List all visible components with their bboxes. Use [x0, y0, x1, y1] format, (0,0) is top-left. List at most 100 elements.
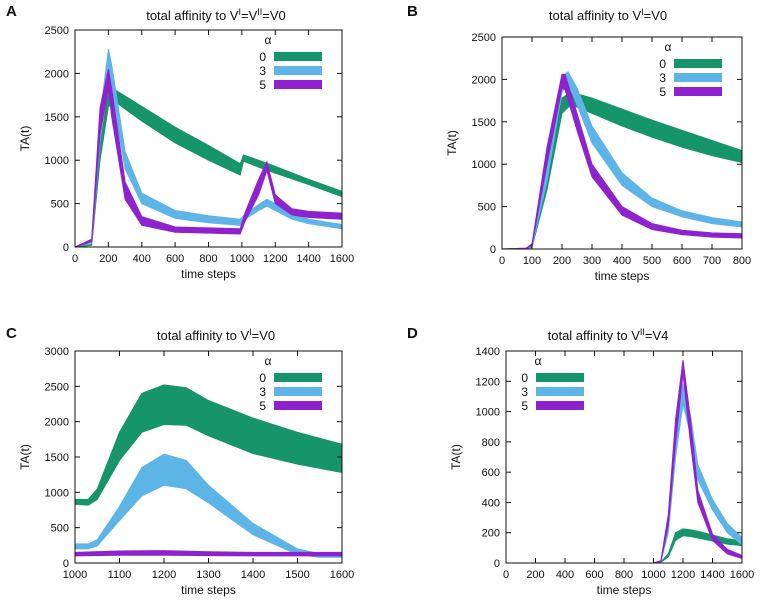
x-tick-label: 1000	[63, 569, 87, 581]
x-tick-label: 500	[643, 255, 661, 267]
y-axis-label: TA(t)	[445, 130, 459, 156]
x-tick-label: 1400	[296, 253, 320, 265]
x-tick-label: 800	[199, 253, 217, 265]
series-band-alpha-0	[501, 91, 743, 250]
y-tick-label: 2000	[45, 417, 69, 429]
legend-swatch-alpha-5	[536, 401, 584, 410]
x-tick-label: 1400	[700, 569, 724, 581]
x-tick-label: 200	[526, 569, 544, 581]
legend-label-alpha-3: 3	[521, 385, 528, 399]
x-tick-label: 1500	[285, 569, 309, 581]
series-band-alpha-3	[74, 453, 343, 558]
legend: α 035	[259, 33, 322, 92]
x-tick-label: 400	[133, 253, 151, 265]
x-tick-label: 1000	[641, 569, 665, 581]
legend-label-alpha-5: 5	[659, 85, 666, 99]
x-tick-label: 0	[499, 255, 505, 267]
legend-swatch-alpha-0	[274, 373, 322, 382]
panel-letter: A	[6, 3, 17, 20]
legend-swatch-alpha-3	[274, 387, 322, 396]
x-tick-label: 600	[166, 253, 184, 265]
y-axis-label: TA(t)	[449, 444, 463, 470]
x-tick-label: 200	[553, 255, 571, 267]
y-tick-label: 2000	[472, 74, 496, 86]
y-tick-label: 1500	[45, 452, 69, 464]
x-tick-label: 0	[503, 569, 509, 581]
x-tick-label: 800	[615, 569, 633, 581]
legend-swatch-alpha-0	[274, 52, 322, 61]
y-axis-label: TA(t)	[18, 444, 32, 470]
x-tick-label: 1400	[241, 569, 265, 581]
y-tick-label: 200	[482, 528, 500, 540]
y-tick-label: 2500	[472, 32, 496, 44]
y-tick-label: 0	[494, 558, 500, 570]
y-tick-label: 1400	[476, 346, 500, 358]
panel-letter: D	[407, 325, 418, 342]
legend-title: α	[535, 354, 542, 368]
legend-swatch-alpha-3	[274, 66, 322, 75]
x-tick-label: 600	[673, 255, 691, 267]
x-tick-label: 1200	[671, 569, 695, 581]
y-tick-label: 2500	[45, 25, 69, 37]
x-tick-label: 1200	[263, 253, 287, 265]
x-axis-label: time steps	[597, 583, 652, 597]
legend-swatch-alpha-0	[674, 59, 722, 68]
y-tick-label: 0	[63, 242, 69, 254]
legend-swatch-alpha-5	[274, 401, 322, 410]
panel-letter: B	[407, 3, 418, 20]
x-tick-label: 0	[72, 253, 78, 265]
legend-title: α	[265, 354, 272, 368]
y-tick-label: 0	[490, 244, 496, 256]
y-tick-label: 2000	[45, 68, 69, 80]
y-tick-label: 3000	[45, 346, 69, 358]
y-tick-label: 500	[51, 523, 69, 535]
legend-label-alpha-3: 3	[259, 64, 266, 78]
y-tick-label: 1000	[45, 487, 69, 499]
x-tick-label: 100	[523, 255, 541, 267]
x-tick-label: 1000	[230, 253, 254, 265]
legend-label-alpha-5: 5	[259, 78, 266, 92]
y-tick-label: 1000	[45, 155, 69, 167]
x-tick-label: 1600	[730, 569, 754, 581]
y-tick-label: 1500	[472, 117, 496, 129]
x-tick-label: 1300	[196, 569, 220, 581]
legend-swatch-alpha-5	[674, 87, 722, 96]
legend-label-alpha-5: 5	[521, 399, 528, 413]
legend-label-alpha-3: 3	[259, 385, 266, 399]
series-band-alpha-3	[501, 71, 743, 250]
y-tick-label: 1200	[476, 376, 500, 388]
legend-title: α	[265, 33, 272, 47]
x-tick-label: 200	[99, 253, 117, 265]
y-tick-label: 1500	[45, 112, 69, 124]
y-tick-label: 400	[482, 497, 500, 509]
legend-title: α	[665, 40, 672, 54]
legend-label-alpha-0: 0	[659, 57, 666, 71]
x-axis-label: time steps	[181, 583, 236, 597]
x-tick-label: 600	[585, 569, 603, 581]
y-tick-label: 1000	[472, 159, 496, 171]
x-tick-label: 1100	[108, 569, 132, 581]
legend-label-alpha-0: 0	[259, 50, 266, 64]
series-band-alpha-0	[506, 528, 743, 564]
x-axis-label: time steps	[181, 267, 236, 281]
x-tick-label: 400	[556, 569, 574, 581]
x-tick-label: 700	[703, 255, 721, 267]
chart-title: total affinity to VI=VII=V0	[146, 7, 286, 23]
x-axis-label: time steps	[595, 269, 650, 283]
legend-swatch-alpha-3	[674, 73, 722, 82]
y-tick-label: 1000	[476, 407, 500, 419]
y-tick-label: 500	[51, 199, 69, 211]
chart-title: total affinity to VI=V0	[549, 7, 667, 23]
y-tick-label: 800	[482, 437, 500, 449]
x-tick-label: 400	[613, 255, 631, 267]
legend-swatch-alpha-3	[536, 387, 584, 396]
y-tick-label: 600	[482, 467, 500, 479]
plot-frame	[505, 350, 743, 564]
chart-title: total affinity to VII=V4	[548, 327, 669, 343]
